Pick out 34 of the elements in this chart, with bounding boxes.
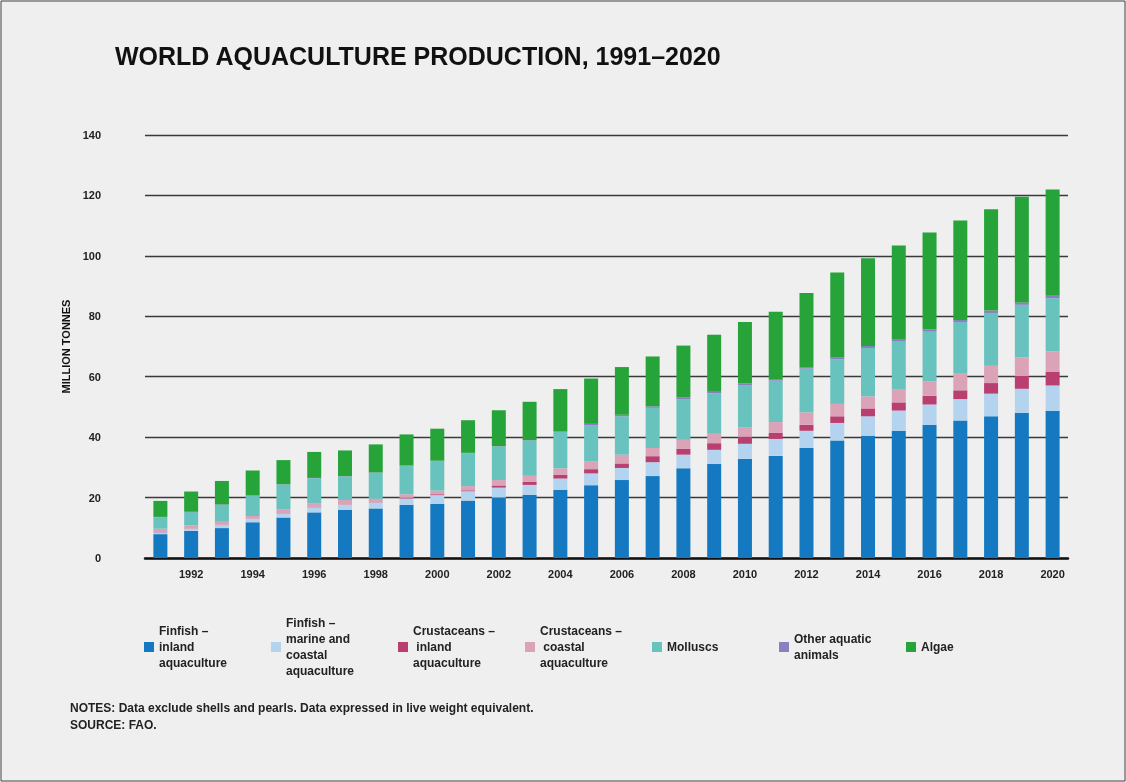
y-tick-label: 20 xyxy=(88,491,101,504)
legend-label: Molluscs xyxy=(667,640,719,654)
x-tick-label: 1994 xyxy=(240,567,266,580)
x-tick-label: 2016 xyxy=(917,567,942,580)
x-tick-label: 2002 xyxy=(486,567,512,580)
x-tick-label: 2004 xyxy=(548,567,574,580)
x-tick-label: 2014 xyxy=(855,567,882,580)
y-tick-label: 140 xyxy=(82,129,101,141)
y-tick-label: 100 xyxy=(82,249,101,262)
legend-label: Finfish – inland aquaculture xyxy=(159,624,228,670)
y-tick-label: 80 xyxy=(88,310,101,323)
x-tick-label: 2020 xyxy=(1040,567,1065,580)
y-tick-label: 60 xyxy=(88,370,101,383)
x-tick-label: 2000 xyxy=(425,567,450,580)
y-tick-label: 40 xyxy=(88,431,101,444)
legend-label: Algae xyxy=(921,640,954,654)
legend-label: Other aquatic animals xyxy=(794,632,875,662)
x-tick-label: 1996 xyxy=(301,567,327,580)
x-tick-label: 2010 xyxy=(732,567,758,580)
y-tick-label: 0 xyxy=(94,552,101,564)
legend-label: Finfish – marine and coastal aquaculture xyxy=(286,616,355,678)
chart-title: WORLD AQUACULTURE PRODUCTION, 1991–2020 xyxy=(115,41,721,70)
source-note: SOURCE: FAO. xyxy=(70,718,157,732)
y-axis-title: MILLION TONNES xyxy=(60,299,73,394)
x-tick-label: 2018 xyxy=(978,567,1004,580)
x-tick-label: 2012 xyxy=(794,567,819,580)
x-tick-label: 2008 xyxy=(671,567,696,580)
x-tick-label: 2006 xyxy=(609,567,635,580)
legend-label: Crustaceans – coastal aquaculture xyxy=(540,624,623,670)
y-tick-label: 120 xyxy=(82,189,101,202)
text: NOTES: Data exclude shells and pearls. Data expressed in live weight equivalent. xyxy=(70,701,534,715)
x-tick-label: 1998 xyxy=(363,567,388,580)
legend-label: Crustaceans – inland aquaculture xyxy=(413,624,496,670)
x-tick-label: 1992 xyxy=(178,567,204,580)
